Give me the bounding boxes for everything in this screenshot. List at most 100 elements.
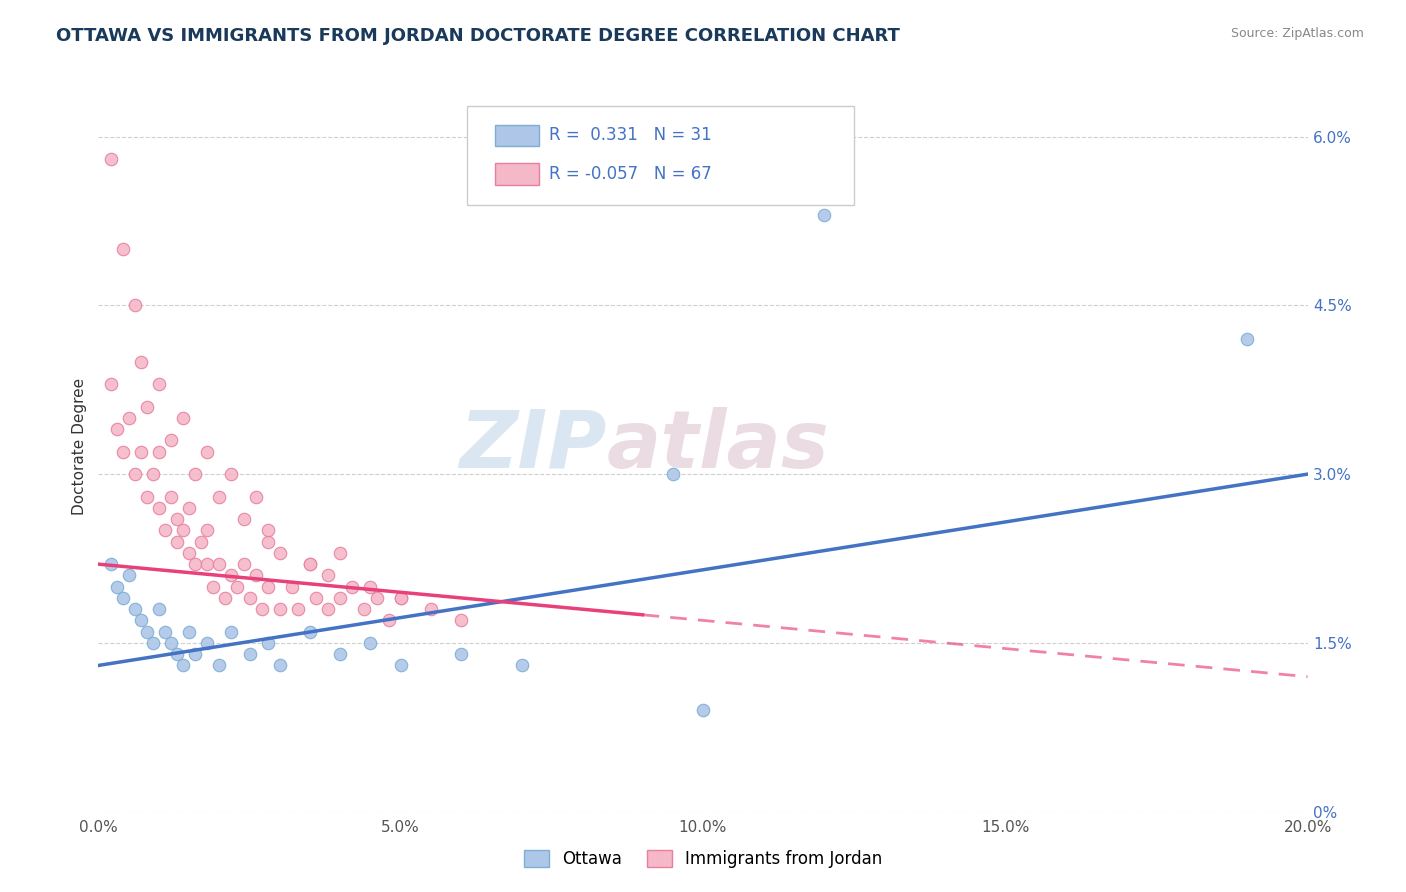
Point — [692, 703, 714, 717]
Point — [124, 298, 146, 312]
Point — [129, 444, 152, 458]
FancyBboxPatch shape — [495, 125, 538, 145]
Point — [166, 534, 188, 549]
Point — [329, 647, 352, 661]
Point — [208, 658, 231, 673]
Point — [184, 467, 207, 482]
Point — [202, 580, 225, 594]
Point — [256, 534, 278, 549]
Point — [195, 444, 218, 458]
Point — [100, 557, 122, 571]
Point — [124, 467, 146, 482]
Point — [166, 512, 188, 526]
Text: ZIP: ZIP — [458, 407, 606, 485]
Point — [250, 602, 273, 616]
Point — [100, 152, 122, 166]
Point — [342, 580, 364, 594]
Point — [287, 602, 309, 616]
Point — [239, 647, 262, 661]
Point — [232, 512, 254, 526]
Point — [299, 557, 322, 571]
Point — [1236, 332, 1258, 346]
Point — [450, 614, 472, 628]
Point — [195, 636, 218, 650]
Point — [214, 591, 236, 605]
Point — [208, 490, 231, 504]
FancyBboxPatch shape — [467, 106, 855, 204]
Point — [153, 524, 176, 538]
Point — [142, 636, 165, 650]
Legend: Ottawa, Immigrants from Jordan: Ottawa, Immigrants from Jordan — [517, 843, 889, 875]
Point — [190, 534, 212, 549]
Point — [172, 524, 194, 538]
Point — [269, 658, 291, 673]
Point — [316, 602, 339, 616]
Point — [256, 580, 278, 594]
Point — [195, 557, 218, 571]
Point — [329, 546, 352, 560]
Point — [377, 614, 399, 628]
Point — [172, 658, 194, 673]
Point — [221, 624, 243, 639]
Point — [813, 208, 835, 222]
Point — [184, 557, 207, 571]
Point — [329, 591, 352, 605]
Point — [232, 557, 254, 571]
Point — [316, 568, 339, 582]
Point — [105, 580, 128, 594]
Point — [153, 624, 176, 639]
Point — [100, 377, 122, 392]
Point — [160, 490, 183, 504]
Point — [389, 658, 412, 673]
Text: OTTAWA VS IMMIGRANTS FROM JORDAN DOCTORATE DEGREE CORRELATION CHART: OTTAWA VS IMMIGRANTS FROM JORDAN DOCTORA… — [56, 27, 900, 45]
Point — [256, 636, 278, 650]
Point — [142, 467, 165, 482]
Point — [135, 490, 157, 504]
Point — [245, 490, 267, 504]
Point — [179, 546, 201, 560]
Point — [105, 422, 128, 436]
FancyBboxPatch shape — [495, 163, 538, 185]
Point — [281, 580, 304, 594]
Point — [256, 524, 278, 538]
Point — [245, 568, 267, 582]
Point — [389, 591, 412, 605]
Point — [353, 602, 375, 616]
Point — [305, 591, 328, 605]
Point — [129, 354, 152, 368]
Point — [269, 602, 291, 616]
Point — [135, 400, 157, 414]
Point — [111, 444, 134, 458]
Point — [450, 647, 472, 661]
Point — [118, 410, 141, 425]
Point — [360, 580, 382, 594]
Point — [166, 647, 188, 661]
Point — [179, 624, 201, 639]
Point — [148, 444, 170, 458]
Point — [172, 410, 194, 425]
Point — [118, 568, 141, 582]
Point — [226, 580, 249, 594]
Point — [160, 636, 183, 650]
Point — [179, 500, 201, 515]
Point — [510, 658, 533, 673]
Point — [129, 614, 152, 628]
Point — [195, 524, 218, 538]
Y-axis label: Doctorate Degree: Doctorate Degree — [72, 377, 87, 515]
Text: R =  0.331   N = 31: R = 0.331 N = 31 — [550, 126, 713, 145]
Point — [135, 624, 157, 639]
Point — [360, 636, 382, 650]
Point — [208, 557, 231, 571]
Point — [184, 647, 207, 661]
Point — [299, 557, 322, 571]
Point — [111, 242, 134, 256]
Point — [111, 591, 134, 605]
Point — [160, 434, 183, 448]
Point — [148, 500, 170, 515]
Point — [366, 591, 388, 605]
Point — [299, 624, 322, 639]
Text: atlas: atlas — [606, 407, 830, 485]
Point — [124, 602, 146, 616]
Point — [420, 602, 443, 616]
Point — [148, 377, 170, 392]
